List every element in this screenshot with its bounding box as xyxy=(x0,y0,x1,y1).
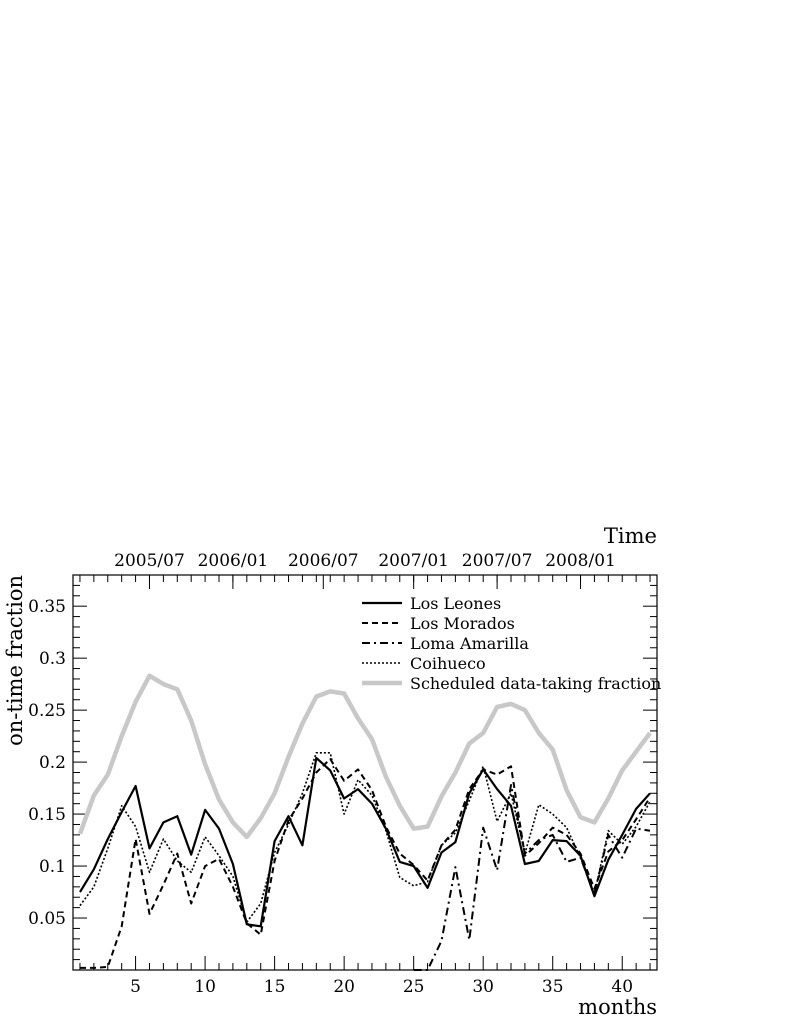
top-tick-label: 2006/01 xyxy=(198,551,269,571)
top-tick-label: 2008/01 xyxy=(545,551,616,571)
legend-entry: Scheduled data-taking fraction xyxy=(410,674,661,693)
y-tick-label: 0.3 xyxy=(39,649,66,669)
y-tick-label: 0.35 xyxy=(28,597,66,617)
series-line-los-leones xyxy=(79,756,651,928)
series-line-coihueco xyxy=(79,752,651,923)
series-line-scheduled-data-taking-fraction xyxy=(77,673,652,840)
x-tick-label: 35 xyxy=(542,977,564,997)
y-tick-label: 0.25 xyxy=(28,701,66,721)
x-tick-label: 10 xyxy=(194,977,216,997)
y-tick-label: 0.15 xyxy=(28,805,66,825)
legend-entry: Los Morados xyxy=(410,614,515,633)
axis-labels: Time months on-time fraction xyxy=(3,524,657,1019)
x-tick-label: 5 xyxy=(130,977,141,997)
y-tick-label: 0.2 xyxy=(39,753,66,773)
y-tick-label: 0.05 xyxy=(28,909,66,929)
series-line-loma-amarilla xyxy=(413,784,651,971)
y-tick-label: 0.1 xyxy=(39,857,66,877)
x-tick-label: 25 xyxy=(403,977,425,997)
x-tick-label: 40 xyxy=(611,977,633,997)
top-tick-label: 2005/07 xyxy=(114,551,185,571)
x-tick-label: 20 xyxy=(333,977,355,997)
legend-entry: Coihueco xyxy=(410,654,486,673)
x-tick-label: 15 xyxy=(264,977,286,997)
x-tick-label: 30 xyxy=(472,977,494,997)
series-layer xyxy=(77,673,652,971)
top-tick-label: 2007/07 xyxy=(462,551,533,571)
legend-entry: Los Leones xyxy=(410,594,501,613)
y-axis-label: on-time fraction xyxy=(3,575,27,746)
top-tick-label: 2007/01 xyxy=(378,551,449,571)
top-tick-label: 2006/07 xyxy=(288,551,359,571)
top-axis-title: Time xyxy=(604,524,657,548)
legend-entry: Loma Amarilla xyxy=(410,634,529,653)
x-axis-label: months xyxy=(578,995,657,1019)
plot-frame xyxy=(72,574,658,971)
axis-ticks: 5 10 15 20 25 30 35 40 0.05 0.1 0.15 0.2 0.25 0.3 0.35… xyxy=(28,551,657,997)
